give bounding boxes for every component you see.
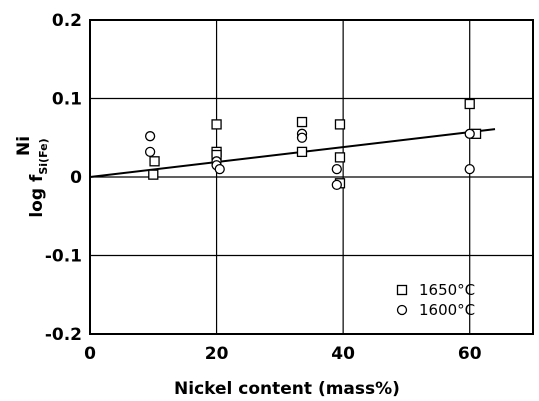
data-point-square [149, 156, 160, 167]
data-point-circle [464, 163, 475, 175]
y-tick-labels: 0.2 0.1 0 -0.1 -0.2 [45, 11, 82, 345]
y-tick-label: 0.1 [52, 90, 82, 110]
y-axis-label-main: log f [27, 174, 47, 218]
legend-marker-circle [396, 304, 408, 316]
data-points [144, 98, 482, 191]
data-point-square [296, 146, 308, 158]
data-point-circle [144, 146, 156, 158]
data-point-square [464, 98, 475, 110]
gridlines [90, 20, 533, 334]
svg-text:log fSi(Fe): log fSi(Fe) [27, 138, 50, 217]
data-point-circle [331, 179, 342, 191]
data-point-square [211, 119, 222, 130]
data-point-circle [296, 132, 308, 143]
x-axis-label: Nickel content (mass%) [174, 379, 400, 399]
y-axis-label-sup: Ni [14, 136, 34, 156]
x-tick-label: 20 [205, 344, 229, 364]
data-point-circle [464, 128, 475, 139]
legend-label: 1600°C [419, 301, 475, 319]
data-point-square [334, 152, 346, 163]
y-tick-label: 0.2 [52, 11, 82, 31]
data-point-circle [144, 131, 156, 142]
y-tick-label: -0.2 [45, 325, 82, 345]
legend-label: 1650°C [419, 281, 475, 299]
data-point-square [148, 169, 159, 180]
y-tick-label: 0 [70, 168, 82, 188]
x-tick-label: 0 [84, 344, 96, 364]
data-point-circle [331, 163, 342, 175]
x-tick-label: 40 [331, 344, 355, 364]
data-point-square [296, 116, 308, 128]
x-tick-labels: 0 20 40 60 [84, 344, 482, 364]
y-axis-label: log fSi(Fe) Ni [14, 136, 50, 218]
data-point-square [334, 119, 346, 130]
legend-marker-square [396, 284, 408, 296]
y-tick-label: -0.1 [45, 247, 82, 267]
data-point-circle [214, 163, 225, 175]
y-axis-label-sub: Si(Fe) [37, 138, 50, 174]
legend: 1650°C 1600°C [396, 281, 475, 319]
fit-line [89, 128, 496, 178]
x-tick-label: 60 [458, 344, 482, 364]
